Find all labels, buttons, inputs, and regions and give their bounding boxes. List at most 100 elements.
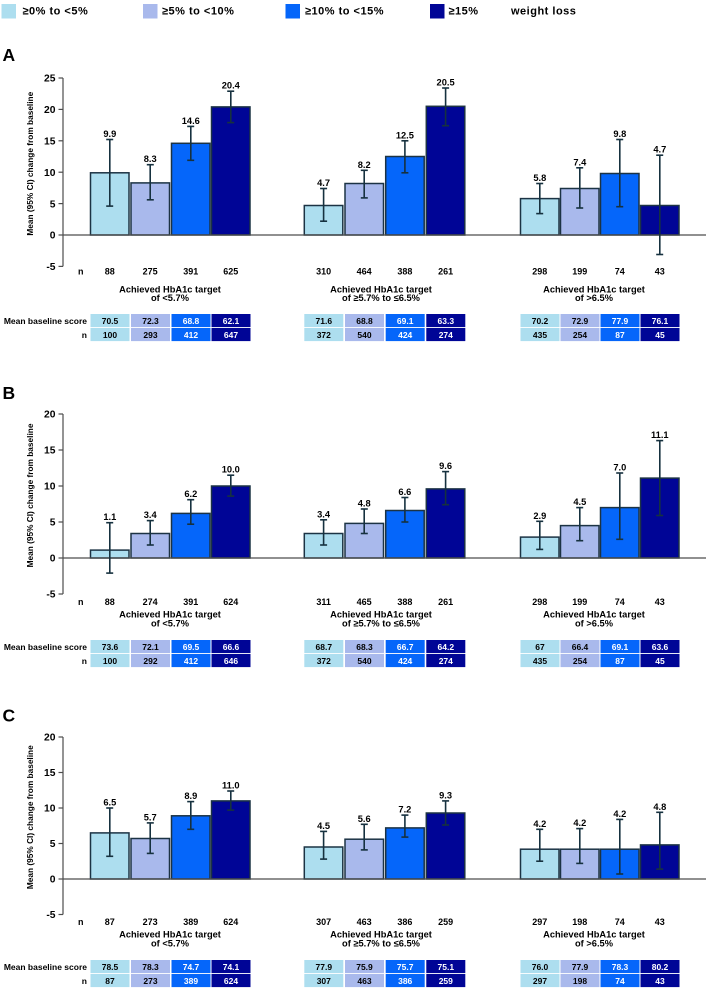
svg-text:372: 372 <box>317 656 331 666</box>
svg-text:Achieved HbA1c target: Achieved HbA1c target <box>543 285 645 295</box>
svg-text:7.4: 7.4 <box>573 157 587 167</box>
svg-text:4.2: 4.2 <box>533 819 546 829</box>
svg-text:10.0: 10.0 <box>222 465 240 475</box>
svg-text:259: 259 <box>438 917 453 927</box>
svg-text:88: 88 <box>105 267 115 277</box>
svg-text:of <5.7%: of <5.7% <box>151 939 190 949</box>
svg-text:10: 10 <box>44 168 56 179</box>
svg-text:63.3: 63.3 <box>438 316 455 326</box>
svg-text:Achieved HbA1c target: Achieved HbA1c target <box>119 285 221 295</box>
svg-text:6.2: 6.2 <box>184 489 197 499</box>
svg-text:647: 647 <box>224 330 238 340</box>
svg-text:76.1: 76.1 <box>652 316 669 326</box>
svg-text:311: 311 <box>316 597 331 607</box>
svg-text:≥15%: ≥15% <box>449 6 479 18</box>
svg-text:4.8: 4.8 <box>358 499 371 509</box>
svg-text:74.1: 74.1 <box>223 962 240 972</box>
svg-text:464: 464 <box>357 267 372 277</box>
svg-text:6.5: 6.5 <box>103 798 116 808</box>
svg-text:74.7: 74.7 <box>183 962 200 972</box>
svg-text:69.5: 69.5 <box>183 642 200 652</box>
svg-text:199: 199 <box>572 597 587 607</box>
svg-text:78.5: 78.5 <box>102 962 119 972</box>
svg-text:9.6: 9.6 <box>439 461 452 471</box>
svg-text:254: 254 <box>573 330 587 340</box>
svg-text:388: 388 <box>397 597 412 607</box>
svg-text:15: 15 <box>44 446 56 457</box>
svg-text:of >6.5%: of >6.5% <box>575 293 614 303</box>
svg-text:9.9: 9.9 <box>103 129 116 139</box>
svg-text:8.9: 8.9 <box>184 791 197 801</box>
svg-text:of >6.5%: of >6.5% <box>575 939 614 949</box>
svg-text:7.2: 7.2 <box>398 805 411 815</box>
svg-text:88: 88 <box>105 597 115 607</box>
svg-text:n: n <box>78 267 84 277</box>
svg-text:20: 20 <box>44 105 56 116</box>
svg-text:Achieved HbA1c target: Achieved HbA1c target <box>119 930 221 940</box>
svg-text:10: 10 <box>44 804 56 815</box>
svg-text:261: 261 <box>438 597 453 607</box>
svg-text:391: 391 <box>183 267 198 277</box>
svg-text:259: 259 <box>439 976 453 986</box>
svg-text:68.8: 68.8 <box>356 316 373 326</box>
svg-text:of <5.7%: of <5.7% <box>151 619 190 629</box>
svg-text:5: 5 <box>50 839 56 850</box>
svg-text:465: 465 <box>357 597 372 607</box>
svg-text:63.6: 63.6 <box>652 642 669 652</box>
svg-text:Achieved HbA1c target: Achieved HbA1c target <box>330 610 432 620</box>
svg-text:Achieved HbA1c target: Achieved HbA1c target <box>543 610 645 620</box>
svg-text:43: 43 <box>655 976 665 986</box>
svg-text:87: 87 <box>615 656 625 666</box>
svg-text:4.2: 4.2 <box>613 809 626 819</box>
svg-text:261: 261 <box>438 267 453 277</box>
svg-text:Mean (95% CI) change from base: Mean (95% CI) change from baseline <box>25 745 35 889</box>
svg-text:5.6: 5.6 <box>358 814 371 824</box>
svg-text:43: 43 <box>655 267 665 277</box>
svg-text:424: 424 <box>398 330 412 340</box>
svg-text:≥5% to <10%: ≥5% to <10% <box>162 6 234 18</box>
svg-text:7.0: 7.0 <box>613 463 626 473</box>
svg-text:87: 87 <box>615 330 625 340</box>
svg-text:87: 87 <box>105 917 115 927</box>
svg-text:463: 463 <box>357 976 371 986</box>
svg-text:424: 424 <box>398 656 412 666</box>
svg-text:198: 198 <box>572 917 587 927</box>
svg-text:71.6: 71.6 <box>316 316 333 326</box>
svg-text:Achieved HbA1c target: Achieved HbA1c target <box>543 930 645 940</box>
svg-text:69.1: 69.1 <box>612 642 629 652</box>
svg-text:624: 624 <box>223 917 238 927</box>
svg-text:100: 100 <box>103 656 117 666</box>
svg-text:n: n <box>82 330 87 340</box>
svg-text:68.3: 68.3 <box>356 642 373 652</box>
svg-text:74: 74 <box>615 597 625 607</box>
svg-text:297: 297 <box>532 917 547 927</box>
svg-text:5: 5 <box>50 199 56 210</box>
svg-text:273: 273 <box>143 917 158 927</box>
svg-text:4.8: 4.8 <box>653 802 666 812</box>
svg-text:8.3: 8.3 <box>144 154 157 164</box>
svg-text:-5: -5 <box>46 262 55 273</box>
svg-text:386: 386 <box>397 917 412 927</box>
svg-text:9.8: 9.8 <box>613 129 626 139</box>
svg-text:80.2: 80.2 <box>652 962 669 972</box>
svg-text:298: 298 <box>532 267 547 277</box>
svg-text:5.7: 5.7 <box>144 812 157 822</box>
svg-text:3.4: 3.4 <box>144 510 158 520</box>
svg-text:307: 307 <box>317 976 331 986</box>
svg-text:77.9: 77.9 <box>612 316 629 326</box>
svg-text:75.1: 75.1 <box>438 962 455 972</box>
svg-text:72.9: 72.9 <box>572 316 589 326</box>
svg-text:of ≥5.7% to ≤6.5%: of ≥5.7% to ≤6.5% <box>342 619 421 629</box>
svg-text:293: 293 <box>143 330 157 340</box>
svg-text:75.7: 75.7 <box>397 962 414 972</box>
svg-text:9.3: 9.3 <box>439 790 452 800</box>
svg-text:45: 45 <box>655 656 665 666</box>
svg-text:372: 372 <box>317 330 331 340</box>
svg-text:73.6: 73.6 <box>102 642 119 652</box>
svg-text:67: 67 <box>535 642 545 652</box>
svg-text:463: 463 <box>357 917 372 927</box>
svg-text:5.8: 5.8 <box>533 173 546 183</box>
svg-text:45: 45 <box>655 330 665 340</box>
svg-text:391: 391 <box>183 597 198 607</box>
svg-text:≥10% to <15%: ≥10% to <15% <box>305 6 384 18</box>
